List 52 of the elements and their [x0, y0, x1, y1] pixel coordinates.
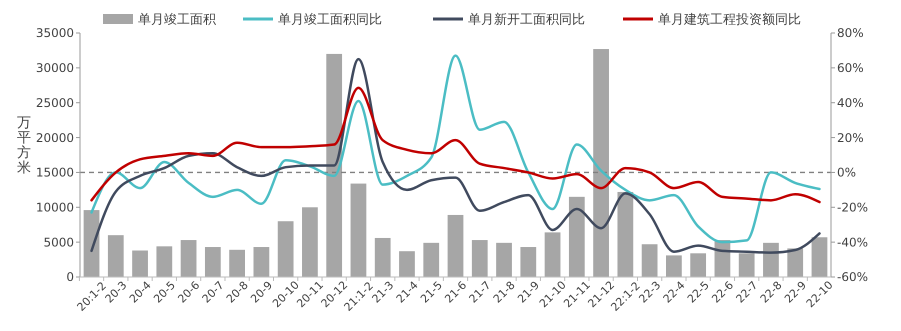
y-tick-label: 35000 [36, 26, 74, 40]
bar [132, 250, 148, 277]
bar [253, 247, 270, 277]
legend-label: 单月竣工面积同比 [278, 12, 382, 28]
bar [812, 237, 828, 277]
legend-label: 单月新开工面积同比 [468, 12, 585, 28]
bar [423, 242, 440, 277]
bar [472, 240, 488, 277]
bar [84, 210, 100, 277]
bar [593, 49, 609, 277]
bar [666, 255, 682, 277]
bar [302, 207, 318, 277]
line-series [90, 86, 821, 204]
y-tick-label: 5000 [43, 235, 74, 250]
bar [544, 232, 560, 277]
y-tick-label: 10000 [36, 200, 74, 214]
bar [763, 242, 779, 277]
bar [617, 192, 634, 277]
bar [642, 244, 658, 277]
y-tick-label: 20000 [36, 130, 74, 145]
bar [326, 54, 342, 277]
bar [229, 250, 245, 277]
bar [448, 214, 464, 277]
legend-label: 单月竣工面积 [138, 12, 216, 28]
y-tick-label: 15000 [36, 166, 74, 180]
bar [204, 247, 221, 277]
y2-tick-label: -20% [837, 200, 868, 214]
bar [496, 242, 512, 277]
y2-tick-label: -60% [837, 270, 868, 284]
bar [156, 246, 172, 277]
y-tick-label: 0 [66, 270, 74, 284]
y-tick-label: 25000 [36, 96, 74, 110]
y2-tick-label: 40% [837, 96, 864, 110]
y2-tick-label: 20% [837, 130, 864, 145]
y-tick-label: 30000 [36, 61, 74, 76]
bar [738, 253, 755, 277]
y2-tick-label: -40% [837, 235, 868, 250]
bar [350, 184, 366, 277]
bar [108, 235, 124, 277]
y2-tick-label: 0% [837, 166, 856, 180]
y2-tick-label: 60% [837, 61, 864, 76]
bar [399, 251, 415, 277]
bar [374, 238, 391, 277]
bar [278, 221, 294, 277]
y2-tick-label: 80% [837, 26, 864, 40]
bar [520, 247, 536, 277]
bar [690, 253, 706, 277]
y-axis-title: 万平方米 [17, 115, 31, 176]
bar [787, 248, 804, 277]
legend-label: 单月建筑工程投资额同比 [658, 12, 801, 28]
bar [180, 240, 196, 277]
bar [568, 196, 585, 277]
